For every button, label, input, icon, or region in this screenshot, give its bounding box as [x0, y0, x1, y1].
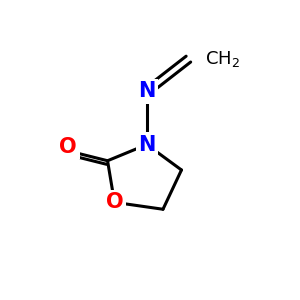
Text: CH$_2$: CH$_2$	[205, 49, 240, 69]
Text: O: O	[59, 137, 77, 157]
Text: N: N	[138, 81, 155, 101]
Text: O: O	[106, 192, 123, 212]
Text: N: N	[138, 135, 155, 155]
